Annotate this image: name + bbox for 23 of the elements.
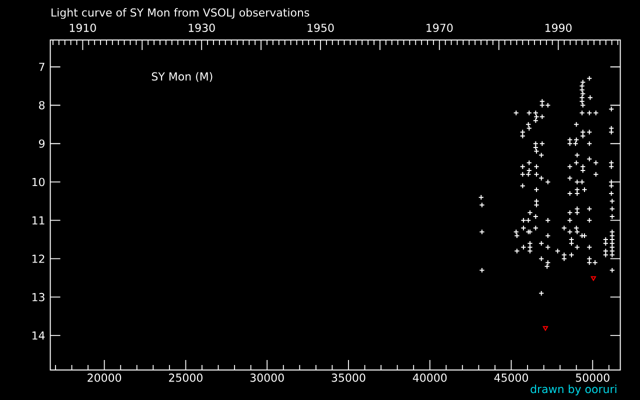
x2-tick-label: 1990 [546, 24, 572, 32]
y-tick-label: 13 [32, 292, 44, 302]
x2-tick-label: 1910 [70, 24, 96, 32]
chart-title: Light curve of SY Mon from VSOLJ observations [52, 8, 310, 19]
y-tick-label: 8 [39, 101, 45, 110]
y-tick-label: 7 [39, 62, 44, 71]
annotation: SY Mon (M) [152, 72, 212, 82]
x-tick-label: 30000 [250, 374, 284, 382]
x-tick-label: 40000 [412, 374, 447, 382]
text: drawn by ooruri [530, 384, 616, 396]
y-tick-label: 14 [32, 331, 45, 340]
y-tick-label: 12 [32, 254, 44, 263]
x2-tick-label: 1930 [188, 24, 215, 32]
x2-tick-label: 1950 [308, 24, 334, 32]
x-tick-label: 50000 [576, 374, 610, 382]
y-tick-label: 10 [32, 178, 45, 186]
y-tick-label: 11 [32, 216, 44, 224]
x2-tick-label: 1970 [426, 24, 453, 32]
x-tick-label: 20000 [88, 374, 122, 382]
y-tick-label: 9 [38, 139, 44, 148]
x-tick-label: 35000 [332, 374, 366, 382]
x-tick-label: 25000 [169, 374, 202, 382]
x-tick-label: 45000 [494, 374, 528, 382]
